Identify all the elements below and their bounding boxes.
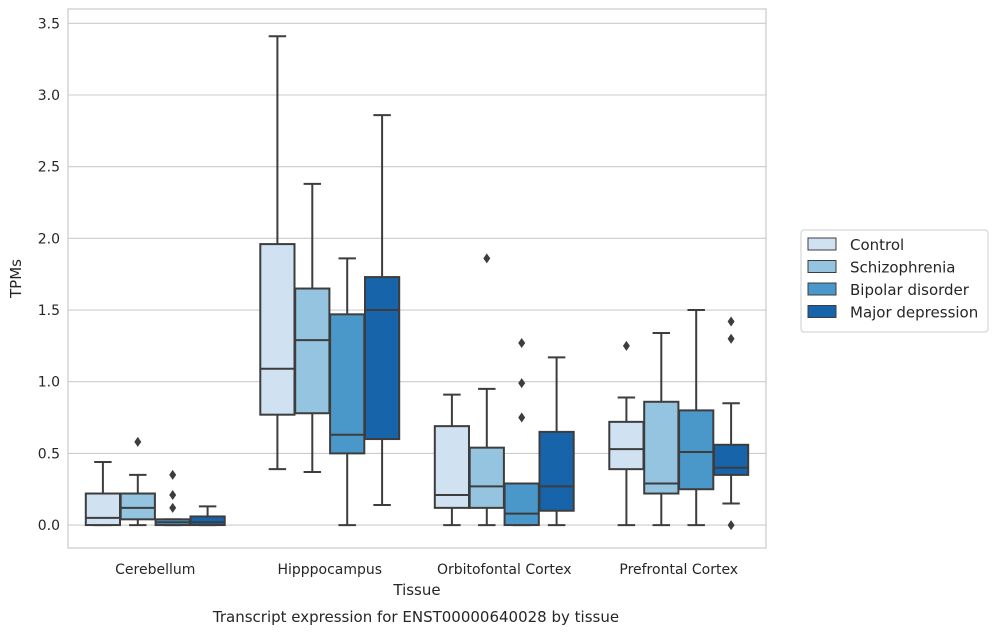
- y-tick-label: 3.0: [38, 88, 60, 104]
- box-body: [84, 492, 122, 527]
- box-body: [119, 492, 156, 521]
- box-major-depression: [363, 114, 401, 506]
- legend-swatch: [807, 305, 837, 318]
- x-axis-ticks: Cerebellum Hipppocampus Orbitofontal Corte…: [115, 562, 738, 578]
- box-body: [329, 313, 366, 455]
- y-tick-label: 2.0: [38, 231, 60, 247]
- box-control: [259, 35, 296, 471]
- box-body: [468, 446, 505, 509]
- box-schizophrenia: [468, 253, 505, 527]
- chart-caption: Transcript expression for ENST0000064002…: [212, 608, 619, 626]
- outlier-point: [483, 253, 491, 264]
- legend-swatch: [807, 282, 837, 296]
- box-body: [712, 443, 750, 476]
- box-bipolar-disorder: [329, 257, 366, 527]
- outlier-point: [169, 489, 177, 500]
- y-tick-label: 0.0: [38, 518, 60, 534]
- y-tick-label: 1.5: [38, 303, 60, 319]
- legend-swatch: [807, 237, 837, 251]
- box-bipolar-disorder: [678, 309, 715, 527]
- outlier-point: [727, 333, 735, 344]
- outlier-point: [622, 340, 630, 351]
- box-body: [538, 430, 575, 512]
- legend-swatch: [807, 260, 837, 273]
- y-tick-label: 0.5: [38, 446, 60, 462]
- outlier-point: [518, 338, 526, 349]
- y-axis-ticks: 0.0 0.5 1.0 1.5 2.0 2.5 3.0 3.5: [38, 16, 60, 534]
- legend-label: Major depression: [850, 304, 978, 322]
- outlier-point: [134, 436, 142, 447]
- box-body: [363, 276, 401, 441]
- box-major-depression: [712, 316, 750, 531]
- box-body: [643, 400, 680, 495]
- outlier-point: [727, 520, 735, 531]
- box-body: [608, 420, 645, 471]
- box-control: [433, 393, 471, 527]
- legend-label: Bipolar disorder: [850, 281, 970, 299]
- box-schizophrenia: [119, 436, 156, 527]
- outlier-point: [518, 412, 526, 423]
- box-bipolar-disorder: [154, 469, 191, 527]
- box-schizophrenia: [643, 331, 680, 527]
- outlier-point: [169, 469, 177, 480]
- x-tick-label: Cerebellum: [115, 562, 195, 578]
- box-control: [608, 340, 645, 527]
- box-schizophrenia: [294, 182, 331, 474]
- x-tick-label: Orbitofontal Cortex: [437, 562, 572, 578]
- box-body: [294, 287, 331, 415]
- outlier-point: [727, 316, 735, 327]
- x-tick-label: Prefrontal Cortex: [619, 562, 738, 578]
- outlier-point: [518, 378, 526, 389]
- x-axis-label: Tissue: [392, 581, 440, 599]
- grid-lines: [68, 22, 766, 526]
- y-tick-label: 2.5: [38, 160, 60, 176]
- y-tick-label: 3.5: [38, 16, 60, 32]
- box-major-depression: [538, 356, 575, 527]
- box-body: [259, 243, 296, 416]
- y-axis-label: TPMs: [7, 259, 25, 299]
- box-body: [678, 409, 715, 491]
- box-body: [189, 515, 226, 527]
- box-control: [84, 460, 122, 527]
- legend-label: Schizophrenia: [850, 259, 955, 277]
- plot-frame: [67, 8, 767, 549]
- box-major-depression: [189, 505, 226, 527]
- y-tick-label: 1.0: [38, 375, 60, 391]
- box-body: [503, 482, 540, 527]
- x-tick-label: Hipppocampus: [277, 562, 382, 578]
- legend-label: Control: [850, 236, 904, 254]
- outlier-point: [169, 502, 177, 513]
- legend: Control Schizophrenia Bipolar disorder Majo…: [800, 229, 989, 333]
- legend-frame: [800, 229, 989, 333]
- box-groups: [84, 35, 750, 531]
- box-bipolar-disorder: [503, 338, 540, 527]
